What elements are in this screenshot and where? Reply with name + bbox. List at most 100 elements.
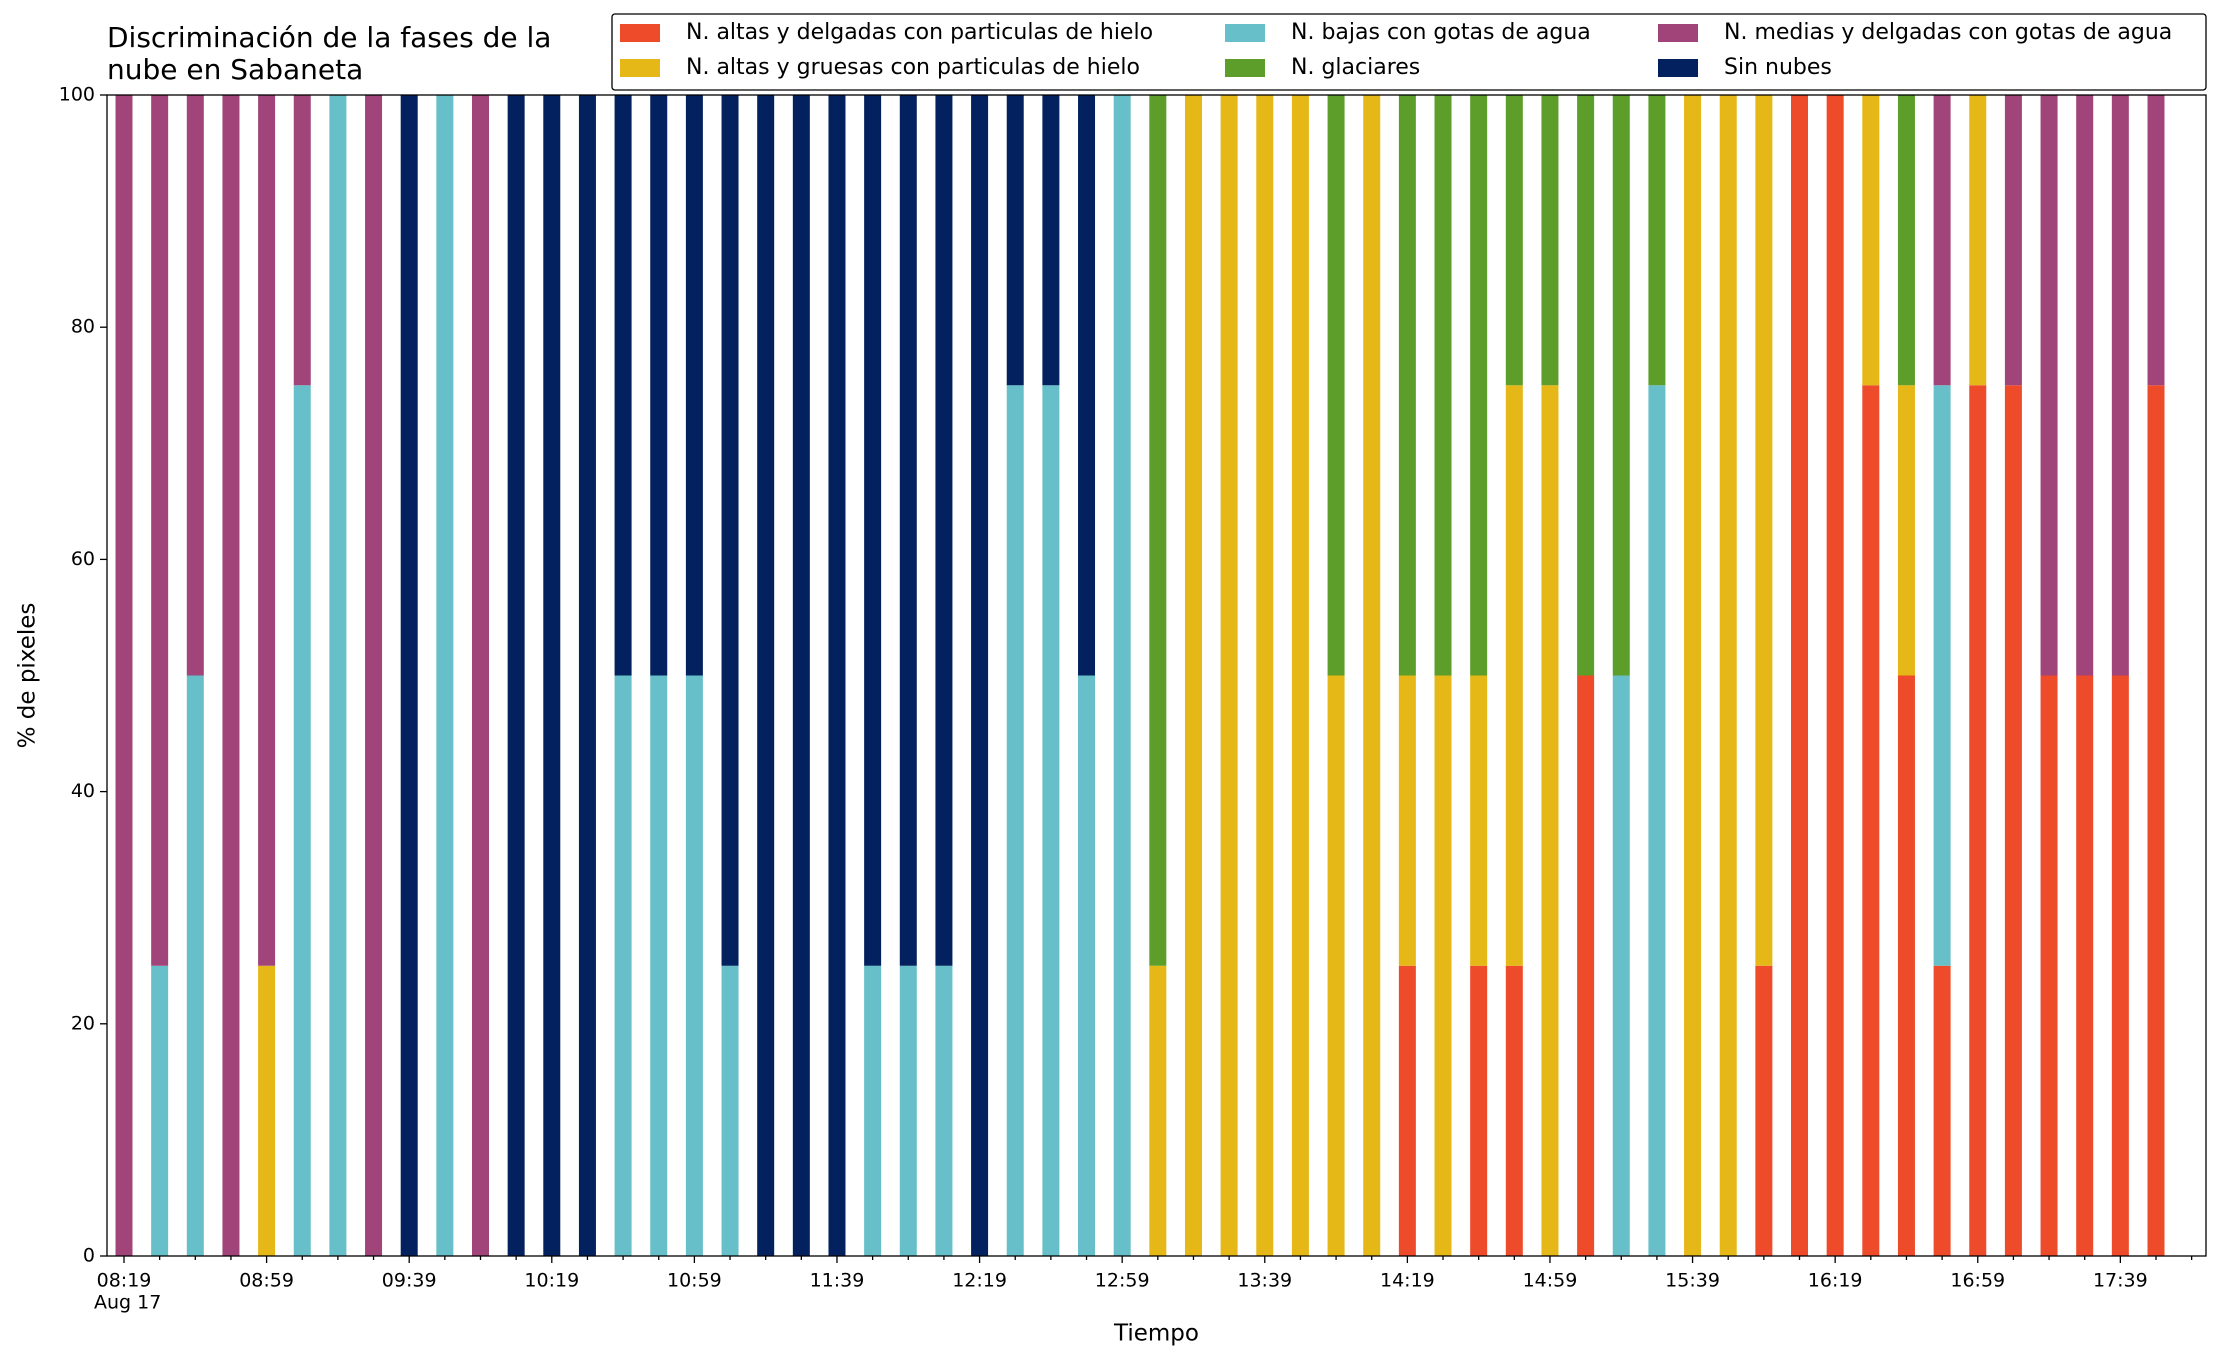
x-tick-label: 14:59 <box>1523 1270 1578 1292</box>
bar-segment <box>828 95 846 1256</box>
bar-segment <box>1363 95 1381 1256</box>
bar-segment <box>685 675 703 1256</box>
bar-segment <box>1684 95 1702 1256</box>
bar-segment <box>1291 95 1309 1256</box>
x-tick-label: 10:59 <box>667 1270 722 1292</box>
bar-segment <box>2147 385 2165 1256</box>
bar-segment <box>329 95 347 1256</box>
bar-segment <box>293 385 311 1256</box>
bar-segment <box>1006 385 1024 1256</box>
bar-segment <box>2004 95 2022 386</box>
bar-segment <box>650 675 668 1256</box>
y-tick-label: 0 <box>83 1245 95 1267</box>
bar-segment <box>1434 95 1452 676</box>
legend-label: Sin nubes <box>1724 55 1832 80</box>
bar-segment <box>1398 675 1416 966</box>
bar-segment <box>899 95 917 966</box>
bar-segment <box>1577 675 1595 1256</box>
bar-segment <box>436 95 454 1256</box>
bar-segment <box>1933 95 1951 386</box>
bar-segment <box>1042 385 1060 1256</box>
bar-segment <box>721 965 739 1256</box>
bar-segment <box>222 95 240 1256</box>
x-tick-label: 16:59 <box>1950 1270 2005 1292</box>
y-tick-label: 20 <box>71 1012 95 1034</box>
bar-segment <box>507 95 525 1256</box>
bar-segment <box>721 95 739 966</box>
bar-segment <box>1612 95 1630 676</box>
bar-segment <box>935 965 953 1256</box>
x-tick-label: 17:39 <box>2093 1270 2148 1292</box>
bar-segment <box>258 965 276 1256</box>
bar-segment <box>2076 95 2094 676</box>
bar-segment <box>1826 95 1844 1256</box>
bar-segment <box>1434 675 1452 1256</box>
bar-segment <box>1006 95 1024 386</box>
bar-segment <box>258 95 276 966</box>
x-tick-label: 09:39 <box>382 1270 437 1292</box>
bar-segment <box>1149 965 1167 1256</box>
bar-segment <box>151 95 169 966</box>
bar-segment <box>2040 675 2058 1256</box>
bar-segment <box>935 95 953 966</box>
bar-segment <box>1933 965 1951 1256</box>
bar-segment <box>471 95 489 1256</box>
legend-label: N. glaciares <box>1291 55 1420 80</box>
bar-segment <box>2040 95 2058 676</box>
bar-segment <box>186 675 204 1256</box>
bar-segment <box>1470 965 1488 1256</box>
bar-segment <box>2147 95 2165 386</box>
bar-segment <box>1541 95 1559 386</box>
bar-segment <box>792 95 810 1256</box>
bar-segment <box>1969 385 1987 1256</box>
y-tick-label: 100 <box>59 84 95 106</box>
bar-segment <box>1933 385 1951 966</box>
bar-segment <box>685 95 703 676</box>
bar-segment <box>115 95 133 1256</box>
bar-segment <box>1327 95 1345 676</box>
bar-segment <box>1149 95 1167 966</box>
bar-segment <box>1470 95 1488 676</box>
bar-segment <box>2076 675 2094 1256</box>
bar-segment <box>864 95 882 966</box>
bar-segment <box>1862 385 1880 1256</box>
bar-segment <box>1078 675 1096 1256</box>
bar-segment <box>1505 95 1523 386</box>
bar-segment <box>1648 385 1666 1256</box>
bar-segment <box>1719 95 1737 1256</box>
bar-segment <box>1113 95 1131 1256</box>
bar-segment <box>1862 95 1880 386</box>
legend-swatch <box>620 59 660 77</box>
legend-swatch <box>1658 59 1698 77</box>
bar-segment <box>1505 965 1523 1256</box>
legend-swatch <box>620 24 660 42</box>
y-tick-label: 60 <box>71 548 95 570</box>
bar-segment <box>1541 385 1559 1256</box>
bar-segment <box>1755 965 1773 1256</box>
x-tick-label: 14:19 <box>1380 1270 1435 1292</box>
legend-box <box>611 13 2207 91</box>
bar-segment <box>1184 95 1202 1256</box>
x-tick-label: 08:19 <box>97 1270 152 1292</box>
bar-segment <box>2111 95 2129 676</box>
bar-segment <box>1897 385 1915 676</box>
bar-segment <box>650 95 668 676</box>
bar-segment <box>864 965 882 1256</box>
legend-label: N. bajas con gotas de agua <box>1291 20 1591 45</box>
plot-frame <box>106 94 2207 1257</box>
bar-segment <box>293 95 311 386</box>
bar-segment <box>1612 675 1630 1256</box>
bar-segment <box>1220 95 1238 1256</box>
x-tick-label: 15:39 <box>1665 1270 1720 1292</box>
bar-segment <box>1042 95 1060 386</box>
x-tick-label: 13:39 <box>1237 1270 1292 1292</box>
bar-segment <box>400 95 418 1256</box>
legend-swatch <box>1658 24 1698 42</box>
bar-segment <box>1078 95 1096 676</box>
bar-segment <box>614 95 632 676</box>
bar-segment <box>365 95 383 1256</box>
legend-label: N. medias y delgadas con gotas de agua <box>1724 20 2172 45</box>
bar-segment <box>186 95 204 676</box>
y-tick-label: 80 <box>71 316 95 338</box>
